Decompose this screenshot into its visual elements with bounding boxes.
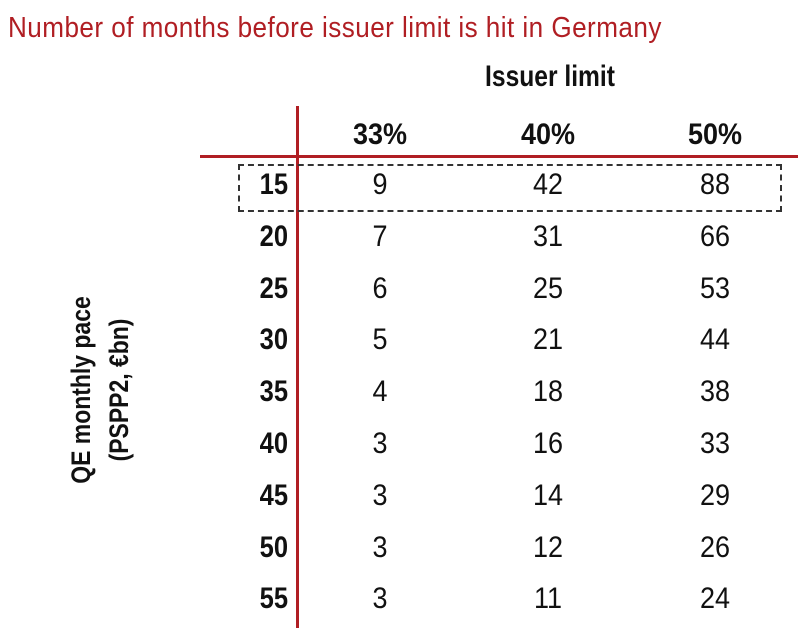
table-cell: 21 xyxy=(532,323,564,357)
table-cell: 3 xyxy=(372,530,388,564)
table-cell: 53 xyxy=(699,271,731,305)
table-cell: 3 xyxy=(372,427,388,460)
table-cell: 5 xyxy=(372,323,388,357)
table-cell: 25 xyxy=(532,271,564,305)
row-group-title-line-1: QE monthly pace xyxy=(66,296,96,484)
table-cell: 24 xyxy=(699,582,731,616)
vertical-divider xyxy=(296,106,299,628)
table-cell: 88 xyxy=(699,168,731,201)
horizontal-divider xyxy=(200,155,798,158)
table-cell: 29 xyxy=(699,478,731,512)
row-group-title: QE monthly pace (PSPP2, €bn) xyxy=(62,280,138,501)
row-header: 15 xyxy=(259,168,288,201)
row-header: 25 xyxy=(259,271,288,305)
table-cell: 33 xyxy=(699,427,731,460)
table-cell: 12 xyxy=(532,530,564,564)
row-header: 35 xyxy=(259,375,288,409)
table-cell: 7 xyxy=(372,219,388,253)
table-cell: 26 xyxy=(699,530,731,564)
highlight-box xyxy=(238,164,782,212)
row-header: 30 xyxy=(259,323,288,357)
row-header: 55 xyxy=(259,582,288,616)
table-cell: 14 xyxy=(532,478,564,512)
table-cell: 3 xyxy=(372,478,388,512)
table-cell: 4 xyxy=(372,375,388,409)
table-cell: 66 xyxy=(699,219,731,253)
table-cell: 3 xyxy=(372,582,388,616)
table-cell: 11 xyxy=(533,582,563,616)
table-cell: 38 xyxy=(699,375,731,409)
column-header: 40% xyxy=(520,118,576,151)
column-header: 33% xyxy=(352,118,408,151)
table-cell: 44 xyxy=(699,323,731,357)
chart-title: Number of months before issuer limit is … xyxy=(8,12,662,44)
row-header: 50 xyxy=(259,530,288,564)
table-cell: 6 xyxy=(372,271,388,305)
table-cell: 16 xyxy=(532,427,564,460)
table-cell: 42 xyxy=(532,168,564,201)
column-group-title: Issuer limit xyxy=(485,60,615,93)
table-cell: 31 xyxy=(532,219,564,253)
row-header: 40 xyxy=(259,427,288,460)
row-group-title-line-2: (PSPP2, €bn) xyxy=(104,318,134,462)
row-header: 45 xyxy=(259,478,288,512)
column-header: 50% xyxy=(687,118,743,151)
table-cell: 18 xyxy=(532,375,564,409)
row-header: 20 xyxy=(259,219,288,253)
table-cell: 9 xyxy=(372,168,388,201)
